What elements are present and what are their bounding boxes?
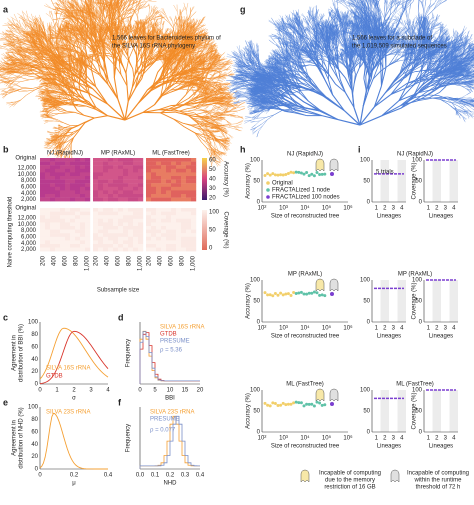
branch [57, 130, 60, 131]
panel-label: e [3, 397, 8, 407]
branch [12, 81, 20, 82]
panel-label: h [240, 144, 246, 154]
branch [14, 89, 19, 90]
branch [58, 40, 59, 44]
branch [49, 120, 54, 121]
panel-label: b [3, 144, 9, 154]
branch [13, 31, 21, 34]
branch [20, 90, 27, 91]
branch [55, 110, 60, 111]
branch [65, 143, 69, 148]
branch [71, 126, 78, 129]
panel-label: a [3, 4, 9, 14]
branch [8, 27, 14, 31]
branch [12, 103, 17, 105]
branch [96, 109, 108, 115]
panel-label: c [3, 312, 8, 322]
panel-label: f [118, 397, 122, 407]
branch [20, 95, 26, 100]
branch [42, 69, 47, 70]
branch [94, 116, 107, 118]
branch [84, 115, 94, 118]
branch [6, 102, 13, 104]
branch [51, 31, 54, 34]
branch [17, 13, 24, 18]
branch [2, 57, 6, 62]
branch [67, 111, 75, 112]
panel-label: g [240, 4, 246, 14]
branch [13, 82, 21, 87]
branch [44, 122, 48, 124]
branch [20, 80, 29, 82]
branch [14, 75, 20, 82]
branch [69, 143, 71, 148]
branch [8, 26, 12, 32]
branch [45, 29, 47, 33]
branch [7, 84, 11, 88]
panel-label: d [118, 312, 124, 322]
panel-label: i [358, 144, 361, 154]
branch [86, 118, 95, 122]
branch [46, 138, 50, 139]
branch [42, 117, 46, 118]
branch [0, 44, 3, 47]
branch [0, 48, 2, 49]
branch [40, 79, 44, 82]
branch [64, 126, 70, 128]
tree [0, 0, 245, 167]
branch [0, 45, 2, 48]
branch [64, 123, 71, 126]
branch [48, 121, 53, 122]
branch [11, 74, 19, 77]
branch [13, 82, 20, 87]
